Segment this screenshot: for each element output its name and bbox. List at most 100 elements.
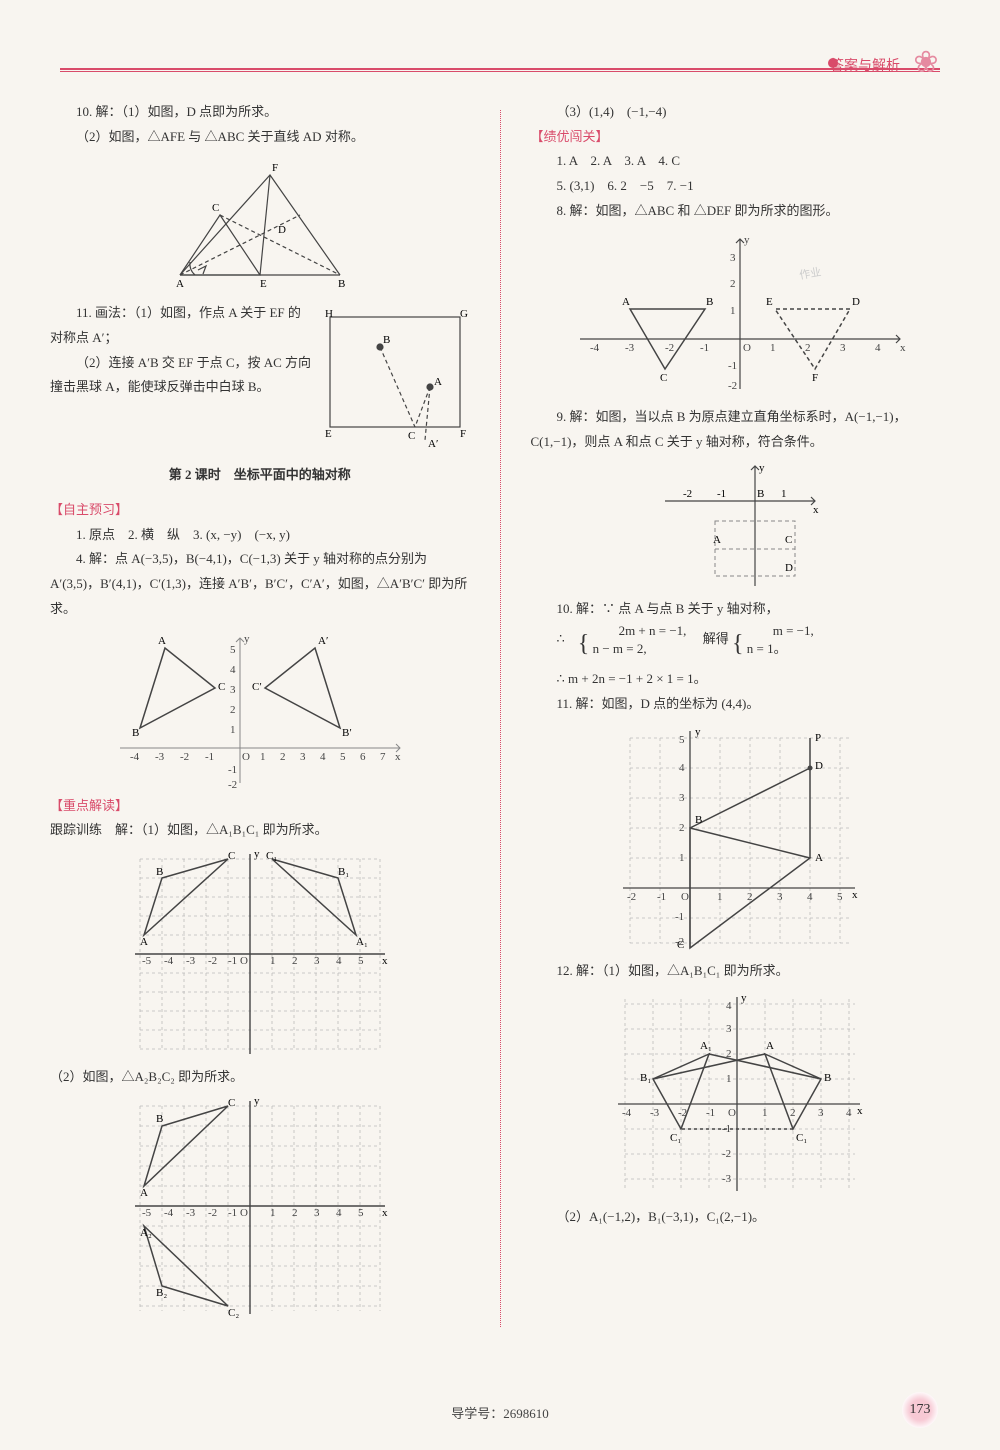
svg-text:1: 1 [270,955,276,967]
sys-l2: n − m = 2, [593,641,647,656]
svg-text:C: C [785,534,792,546]
a4: 4. 解：点 A(−3,5)，B(−4,1)，C(−1,3) 关于 y 轴对称的… [50,547,470,621]
svg-text:5: 5 [837,891,843,903]
a1: 1. 原点 2. 横 纵 3. (x, −y) (−x, y) [50,523,470,548]
svg-text:A′: A′ [318,635,328,647]
svg-text:B: B [338,278,345,290]
svg-text:-1: -1 [722,1123,731,1135]
svg-text:1: 1 [770,342,776,354]
column-divider [500,110,501,1327]
svg-text:H: H [325,308,333,320]
right-column: （3）(1,4) (−1,−4) 【绩优闯关】 1. A 2. A 3. A 4… [531,100,951,1327]
svg-text:B: B [132,727,139,739]
svg-text:C: C [408,430,415,442]
svg-text:A: A [815,852,823,864]
svg-text:O: O [681,891,689,903]
svg-text:B: B [706,296,713,308]
svg-text:2: 2 [730,278,736,290]
svg-text:7: 7 [380,751,386,763]
svg-text:y: y [244,633,250,645]
svg-text:O: O [728,1107,736,1119]
svg-text:y: y [254,1096,260,1107]
svg-text:D: D [852,296,860,308]
svg-text:C: C [212,202,219,214]
svg-text:2: 2 [280,751,286,763]
svg-text:3: 3 [818,1107,824,1119]
svg-text:B₁: B₁ [640,1072,651,1084]
svg-text:x: x [382,955,388,967]
svg-text:C₁: C₁ [796,1132,807,1144]
svg-text:B₂: B₂ [156,1287,167,1299]
svg-text:C: C [228,1097,235,1109]
svg-text:4: 4 [726,1000,732,1012]
svg-text:A: A [140,936,148,948]
svg-text:-2: -2 [180,751,189,763]
svg-text:C: C [660,372,667,384]
c8: 8. 解：如图，△ABC 和 △DEF 即为所求的图形。 [531,199,951,224]
svg-text:-4: -4 [130,751,140,763]
svg-text:-1: -1 [228,764,237,776]
svg-text:-2: -2 [683,488,692,500]
svg-text:作业: 作业 [799,266,823,283]
svg-text:D: D [785,562,793,574]
c11: 11. 解：如图，D 点的坐标为 (4,4)。 [531,692,951,717]
svg-text:-1: -1 [675,911,684,923]
c10a: 10. 解：∵ 点 A 与点 B 关于 y 轴对称， [531,597,951,622]
section-self-study: 【自主预习】 [50,498,470,523]
svg-text:2: 2 [747,891,753,903]
sys-l1: 2m + n = −1, [619,623,687,638]
svg-text:1: 1 [717,891,723,903]
svg-text:-3: -3 [186,955,196,967]
r3: （3）(1,4) (−1,−4) [531,100,951,125]
svg-text:2: 2 [790,1107,796,1119]
svg-text:5: 5 [358,1207,364,1219]
svg-text:1: 1 [260,751,266,763]
b1: 跟踪训练 解：（1）如图，△A₁B₁C₁ 即为所求。 [50,818,470,843]
svg-text:C₂: C₂ [228,1307,239,1319]
svg-text:2: 2 [292,1207,298,1219]
svg-text:3: 3 [314,955,320,967]
svg-text:B: B [695,814,702,826]
svg-text:P: P [815,732,821,744]
svg-text:-2: -2 [208,1207,217,1219]
svg-text:F: F [272,162,278,174]
svg-text:5: 5 [679,734,685,746]
svg-text:E: E [260,278,267,290]
svg-text:1: 1 [679,852,685,864]
svg-text:-4: -4 [590,342,600,354]
svg-text:y: y [695,726,701,738]
svg-text:A₁: A₁ [356,936,368,948]
c-line2: 5. (3,1) 6. 2 −5 7. −1 [531,174,951,199]
svg-text:3: 3 [230,684,236,696]
svg-text:-1: -1 [728,360,737,372]
svg-text:A₁: A₁ [700,1040,712,1052]
svg-text:B: B [824,1072,831,1084]
svg-text:-2: -2 [722,1148,731,1160]
q11-line1: 11. 画法：（1）如图，作点 A 关于 EF 的对称点 A′； [50,301,312,350]
svg-text:-5: -5 [142,955,152,967]
svg-text:G: G [460,308,468,320]
svg-text:x: x [900,342,906,354]
svg-text:3: 3 [726,1023,732,1035]
svg-text:-2: -2 [678,1107,687,1119]
svg-text:-3: -3 [155,751,165,763]
svg-text:-2: -2 [728,380,737,392]
c10c: ∴ m + 2n = −1 + 2 × 1 = 1。 [531,667,951,692]
c12-1: 12. 解：（1）如图，△A₁B₁C₁ 即为所求。 [531,959,951,984]
svg-text:2: 2 [726,1048,732,1060]
svg-text:1: 1 [730,305,736,317]
svg-text:C₁: C₁ [266,850,277,862]
svg-text:-5: -5 [142,1207,152,1219]
b2: （2）如图，△A₂B₂C₂ 即为所求。 [50,1065,470,1090]
svg-text:A′: A′ [428,438,438,447]
svg-text:4: 4 [320,751,326,763]
svg-text:C₁: C₁ [670,1132,681,1144]
header-rule [60,68,940,72]
figure-triangle-afe: A E B C F D [150,155,370,295]
svg-text:4: 4 [336,1207,342,1219]
svg-text:A: A [434,376,442,388]
svg-text:-1: -1 [700,342,709,354]
svg-text:B₁: B₁ [338,866,349,878]
svg-text:4: 4 [875,342,881,354]
svg-text:-2: -2 [665,342,674,354]
